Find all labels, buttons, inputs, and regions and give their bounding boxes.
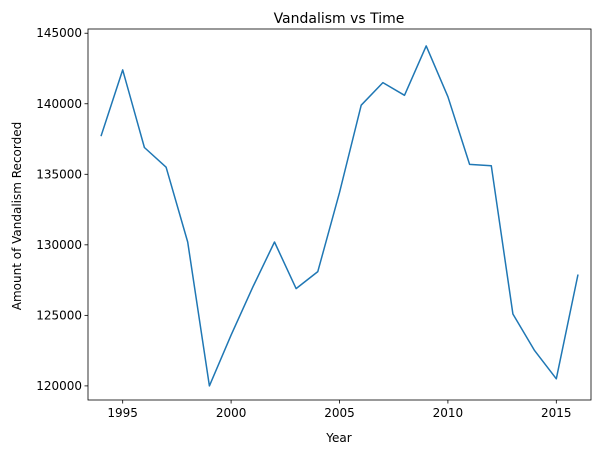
x-tick-label: 1995 [107, 406, 138, 420]
x-axis-title: Year [325, 431, 351, 445]
y-tick-label: 125000 [36, 308, 82, 322]
x-axis-ticks: 1995 2000 2005 2010 2015 [107, 400, 572, 420]
y-tick-label: 145000 [36, 26, 82, 40]
x-tick-label: 2010 [433, 406, 464, 420]
y-tick-label: 135000 [36, 167, 82, 181]
chart-title: Vandalism vs Time [274, 11, 405, 27]
x-tick-label: 2015 [541, 406, 572, 420]
axes-frame [87, 28, 592, 401]
plot-area [87, 28, 592, 401]
y-tick-label: 120000 [36, 379, 82, 393]
x-tick-label: 2005 [324, 406, 355, 420]
y-tick-label: 140000 [36, 97, 82, 111]
y-axis-title: Amount of Vandalism Recorded [10, 122, 24, 310]
y-tick-label: 130000 [36, 238, 82, 252]
x-tick-label: 2000 [216, 406, 247, 420]
series-line-0 [100, 45, 579, 387]
y-axis-ticks: 120000 125000 130000 135000 140000 145000 [36, 26, 88, 393]
